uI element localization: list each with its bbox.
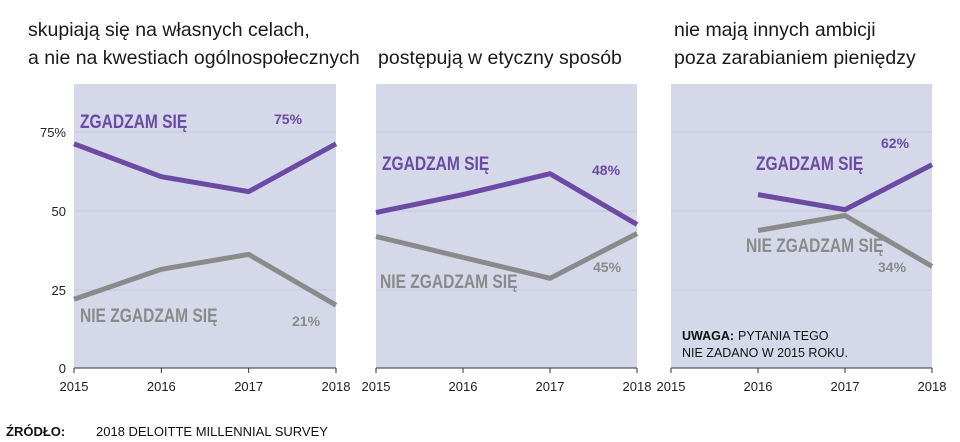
series-line-disagree — [757, 213, 934, 269]
x-tick-label: 2016 — [449, 379, 478, 394]
source-label: ŹRÓDŁO: — [6, 424, 65, 439]
chart-panel-3: nie mają innych ambicji poza zarabianiem … — [657, 19, 947, 394]
note-line-1: PYTANIA TEGO — [738, 329, 829, 343]
data-label-disagree: 45% — [593, 259, 622, 275]
data-label-disagree: 34% — [878, 259, 907, 275]
series-line-disagree — [73, 251, 338, 308]
chart-title-line: skupiają się na własnych celach, — [28, 19, 310, 41]
y-tick-label: 75% — [40, 125, 66, 140]
x-tick-label: 2017 — [831, 379, 860, 394]
plot-area — [671, 84, 932, 368]
series-name-agree: ZGADZAM SIĘ — [80, 111, 187, 133]
x-tick-label: 2016 — [744, 379, 773, 394]
series-line-agree — [757, 162, 934, 213]
x-tick-label: 2016 — [147, 379, 176, 394]
chart-title-line: poza zarabianiem pieniędzy — [674, 47, 916, 69]
chart-title-line: nie mają innych ambicji — [674, 19, 876, 41]
chart-title-line: a nie na kwestiach ogólnospołecznych — [28, 47, 360, 69]
series-name-agree: ZGADZAM SIĘ — [382, 153, 489, 175]
series-line-agree — [73, 141, 338, 195]
note-line-2: NIE ZADANO W 2015 ROKU. — [682, 346, 848, 360]
data-label-agree: 62% — [881, 135, 910, 151]
x-tick-label: 2018 — [322, 379, 351, 394]
y-tick-label: 0 — [59, 361, 66, 376]
series-name-agree: ZGADZAM SIĘ — [756, 153, 863, 175]
chart-panel-2: postępują w etyczny sposób 2015 2016 2017 20… — [362, 47, 652, 394]
series-name-disagree: NIE ZGADZAM SIĘ — [380, 271, 518, 293]
data-label-agree: 75% — [274, 111, 303, 127]
x-tick-label: 2018 — [918, 379, 947, 394]
plot-area — [74, 84, 336, 368]
series-line-agree — [375, 171, 639, 227]
note-label: UWAGA: — [682, 329, 734, 343]
series-name-disagree: NIE ZGADZAM SIĘ — [746, 235, 884, 257]
x-tick-label: 2017 — [536, 379, 565, 394]
x-tick-label: 2015 — [362, 379, 391, 394]
data-label-disagree: 21% — [292, 313, 321, 329]
series-name-disagree: NIE ZGADZAM SIĘ — [80, 305, 218, 327]
chart-title-line: postępują w etyczny sposób — [378, 47, 622, 69]
series-line-disagree — [375, 231, 639, 281]
y-tick-label: 50 — [52, 204, 66, 219]
y-tick-label: 25 — [52, 283, 66, 298]
x-tick-label: 2015 — [60, 379, 89, 394]
chart-note: UWAGA: PYTANIA TEGO NIE ZADANO W 2015 ROKU… — [682, 329, 848, 360]
data-label-agree: 48% — [592, 162, 621, 178]
x-tick-label: 2017 — [234, 379, 263, 394]
source-text: 2018 DELOITTE MILLENNIAL SURVEY — [96, 424, 328, 439]
x-tick-label: 2018 — [623, 379, 652, 394]
chart-panel-1: skupiają się na własnych celach, a nie na… — [28, 19, 360, 394]
x-tick-label: 2015 — [657, 379, 686, 394]
plot-area — [376, 84, 637, 368]
source-footer: ŹRÓDŁO: 2018 DELOITTE MILLENNIAL SURVEY — [6, 424, 328, 439]
